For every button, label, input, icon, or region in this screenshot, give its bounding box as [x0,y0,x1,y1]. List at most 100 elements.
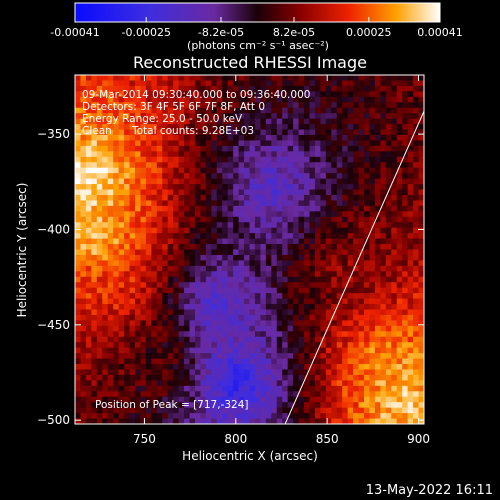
heatmap-cell [396,353,403,359]
heatmap-cell [244,85,250,92]
heatmap-cell [369,309,376,316]
heatmap-cell [107,238,114,245]
heatmap-cell [249,358,256,365]
heatmap-cell [287,287,294,294]
heatmap-cell [353,304,359,310]
heatmap-cell [254,402,261,409]
heatmap-cell [167,374,174,381]
heatmap-cell [189,353,196,359]
heatmap-cell [402,396,409,403]
heatmap-cell [211,227,218,234]
heatmap-cell [396,134,403,141]
heatmap-cell [380,276,387,283]
heatmap-cell [276,184,283,190]
heatmap-cell [304,194,310,201]
heatmap-cell [222,107,229,114]
heatmap-cell [91,347,98,354]
heatmap-cell [173,244,180,250]
heatmap-cell [358,75,365,81]
heatmap-cell [222,314,229,321]
heatmap-cell [342,331,349,338]
heatmap-cell [118,331,125,338]
heatmap-cell [233,184,239,190]
heatmap-cell [178,211,185,218]
heatmap-cell [145,298,152,305]
heatmap-cell [244,385,250,392]
heatmap-cell [336,118,343,125]
heatmap-cell [260,396,267,403]
heatmap-cell [129,254,136,261]
heatmap-cell [342,254,349,261]
heatmap-cell [113,134,120,141]
heatmap-cell [249,113,256,120]
heatmap-cell [211,140,218,147]
heatmap-cell [244,162,250,169]
heatmap-cell [298,233,305,239]
heatmap-cell [113,287,120,294]
heatmap-cell [173,194,180,201]
heatmap-cell [222,407,229,414]
heatmap-cell [380,151,387,158]
heatmap-cell [189,162,196,169]
heatmap-cell [244,374,250,381]
heatmap-cell [309,287,316,294]
heatmap-cell [75,238,81,245]
heatmap-cell [298,254,305,261]
heatmap-cell [124,107,130,114]
heatmap-cell [178,418,185,424]
heatmap-cell [380,145,387,152]
heatmap-cell [396,320,403,327]
heatmap-cell [91,309,98,316]
heatmap-cell [254,156,261,163]
heatmap-cell [293,205,299,212]
heatmap-cell [227,113,234,120]
heatmap-cell [118,271,125,278]
heatmap-cell [391,189,398,196]
heatmap-cell [162,265,169,272]
heatmap-cell [200,107,207,114]
heatmap-cell [298,347,305,354]
heatmap-cell [282,124,289,130]
heatmap-cell [162,205,169,212]
heatmap-cell [342,167,349,174]
heatmap-cell [364,314,370,321]
heatmap-cell [336,184,343,190]
heatmap-cell [298,184,305,190]
heatmap-cell [385,129,392,136]
heatmap-cell [75,249,81,256]
heatmap-cell [107,358,114,365]
heatmap-cell [358,85,365,92]
heatmap-cell [124,293,130,299]
heatmap-cell [151,85,158,92]
heatmap-cell [194,336,201,343]
heatmap-cell [233,91,239,98]
heatmap-cell [167,91,174,98]
heatmap-cell [293,385,299,392]
heatmap-cell [205,342,212,349]
heatmap-cell [374,342,381,349]
heatmap-cell [396,238,403,245]
heatmap-cell [211,342,218,349]
heatmap-cell [331,102,338,109]
heatmap-cell [364,304,370,310]
heatmap-cell [233,347,239,354]
heatmap-cell [265,276,272,283]
heatmap-cell [298,200,305,207]
heatmap-cell [156,238,163,245]
heatmap-cell [118,134,125,141]
heatmap-cell [227,134,234,141]
heatmap-cell [134,145,141,152]
heatmap-cell [145,331,152,338]
heatmap-cell [418,194,424,201]
heatmap-cell [374,156,381,163]
heatmap-cell [200,145,207,152]
heatmap-cell [178,402,185,409]
heatmap-cell [391,418,398,424]
heatmap-cell [173,413,180,419]
heatmap-cell [91,184,98,190]
heatmap-cell [145,222,152,229]
heatmap-cell [75,118,81,125]
heatmap-cell [260,244,267,250]
heatmap-cell [342,293,349,299]
heatmap-cell [222,134,229,141]
